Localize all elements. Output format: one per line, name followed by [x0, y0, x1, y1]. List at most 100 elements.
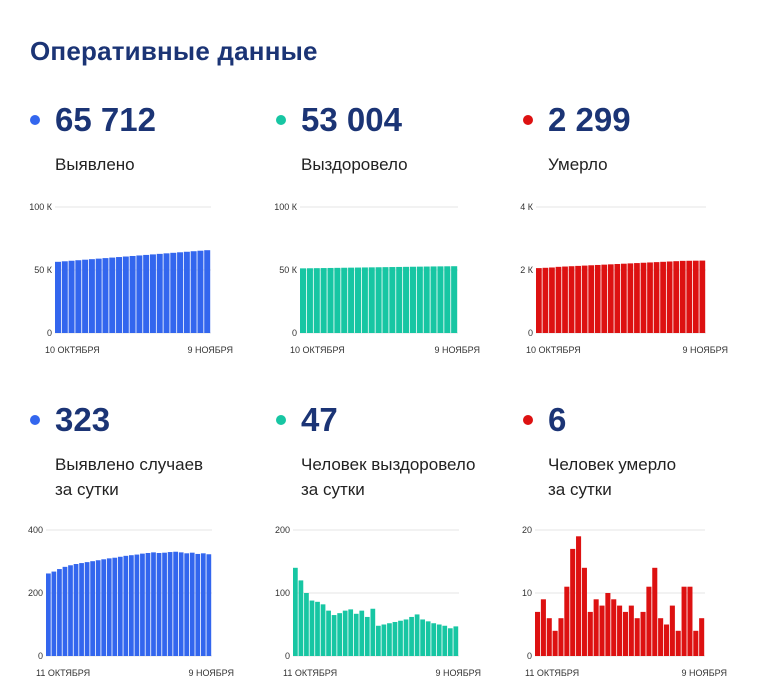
bar [382, 267, 389, 333]
y-tick-label: 2 К [520, 265, 534, 275]
stat-value: 6 [548, 401, 567, 438]
bar [361, 267, 368, 333]
bar [398, 620, 403, 656]
legend-dot-icon [523, 115, 533, 125]
bar [627, 263, 634, 333]
stat-label-line: за сутки [301, 480, 365, 499]
chart-recovered: 100 К 50 К 0 10 ОКТЯБРЯ 9 НОЯБРЯ [274, 202, 480, 355]
stat-panel-recovered: 53 004 Выздоровело [276, 100, 506, 400]
bar [84, 562, 90, 656]
x-tick-label: 11 ОКТЯБРЯ [36, 668, 90, 678]
bar [425, 621, 431, 656]
stat-label: Выздоровело [301, 152, 511, 177]
bar [129, 255, 136, 333]
bar [95, 560, 101, 656]
bar [51, 571, 57, 656]
bar [646, 586, 652, 656]
bar [197, 250, 204, 333]
bar [353, 613, 359, 656]
legend-dot-icon [276, 115, 286, 125]
bar [693, 630, 699, 656]
bar [587, 611, 593, 656]
bar [102, 258, 109, 333]
bar [156, 253, 163, 333]
bar [581, 265, 588, 333]
bar [140, 553, 145, 656]
bar [190, 251, 197, 333]
bar [663, 624, 670, 656]
bar [607, 264, 614, 333]
bar [82, 259, 89, 333]
stat-label-line: Умерло [548, 155, 608, 174]
bar [396, 266, 403, 333]
bar [634, 618, 640, 656]
bar [313, 268, 320, 333]
bar [368, 267, 375, 333]
stat-panel-detected-daily: 323 Выявлено случаев за сутки [30, 400, 260, 700]
bar [447, 628, 453, 656]
bar [444, 266, 451, 333]
bar [178, 552, 184, 656]
bar [381, 624, 387, 656]
bar [430, 266, 437, 333]
bar [647, 262, 653, 333]
bar [588, 265, 595, 333]
bar [156, 552, 162, 656]
chart-detected-daily: 400 200 0 11 ОКТЯБРЯ 9 НОЯБРЯ [28, 525, 234, 678]
stat-label-line: за сутки [55, 480, 119, 499]
bar [116, 257, 123, 333]
y-tick-label: 0 [38, 651, 43, 661]
y-tick-label: 50 К [279, 265, 298, 275]
bar [681, 586, 687, 656]
x-tick-label: 10 ОКТЯБРЯ [45, 345, 100, 355]
bar [163, 253, 170, 333]
bar [149, 254, 156, 333]
y-tick-label: 100 К [29, 202, 53, 212]
bar [145, 552, 151, 656]
bar [293, 567, 298, 656]
y-tick-label: 0 [527, 651, 532, 661]
bar [370, 608, 376, 656]
stat-value: 2 299 [548, 101, 631, 138]
bar [387, 623, 392, 656]
bar [309, 600, 315, 656]
stat-value: 323 [55, 401, 111, 438]
bar [55, 261, 61, 333]
bar [546, 618, 552, 656]
x-tick-label: 9 НОЯБРЯ [681, 668, 727, 678]
bar [337, 613, 342, 656]
x-tick-label: 9 НОЯБРЯ [435, 668, 481, 678]
chart-recovered-daily: 200 100 0 11 ОКТЯБРЯ 9 НОЯБРЯ [275, 525, 481, 678]
bar [416, 266, 423, 333]
bar [611, 599, 617, 656]
bar [634, 263, 640, 333]
stat-label-line: Выявлено случаев [55, 455, 204, 474]
bar [375, 267, 382, 333]
stat-label: Выявлено случаев за сутки [55, 452, 265, 502]
chart-died-daily: 20 10 0 11 ОКТЯБРЯ 9 НОЯБРЯ [522, 525, 727, 678]
bar [675, 630, 681, 656]
bar [617, 605, 623, 656]
stat-label-line: Выздоровело [301, 155, 408, 174]
legend-dot-icon [30, 115, 40, 125]
bar [436, 624, 442, 656]
bar [88, 259, 95, 333]
bar [389, 267, 396, 333]
bar [109, 257, 116, 333]
bar [177, 252, 184, 333]
bar [62, 566, 68, 656]
bar [204, 250, 211, 333]
bar [167, 552, 173, 656]
bar [342, 610, 348, 656]
legend-dot-icon [523, 415, 533, 425]
bar [90, 561, 95, 656]
x-tick-label: 11 ОКТЯБРЯ [525, 668, 579, 678]
bar [409, 266, 416, 333]
chart-detected: 100 К 50 К 0 10 ОКТЯБРЯ 9 НОЯБРЯ [29, 202, 233, 355]
page-title: Оперативные данные [30, 36, 318, 66]
bar [564, 586, 570, 656]
bar [453, 626, 459, 656]
bar [614, 264, 621, 333]
bar [95, 258, 102, 333]
bar [699, 260, 706, 333]
